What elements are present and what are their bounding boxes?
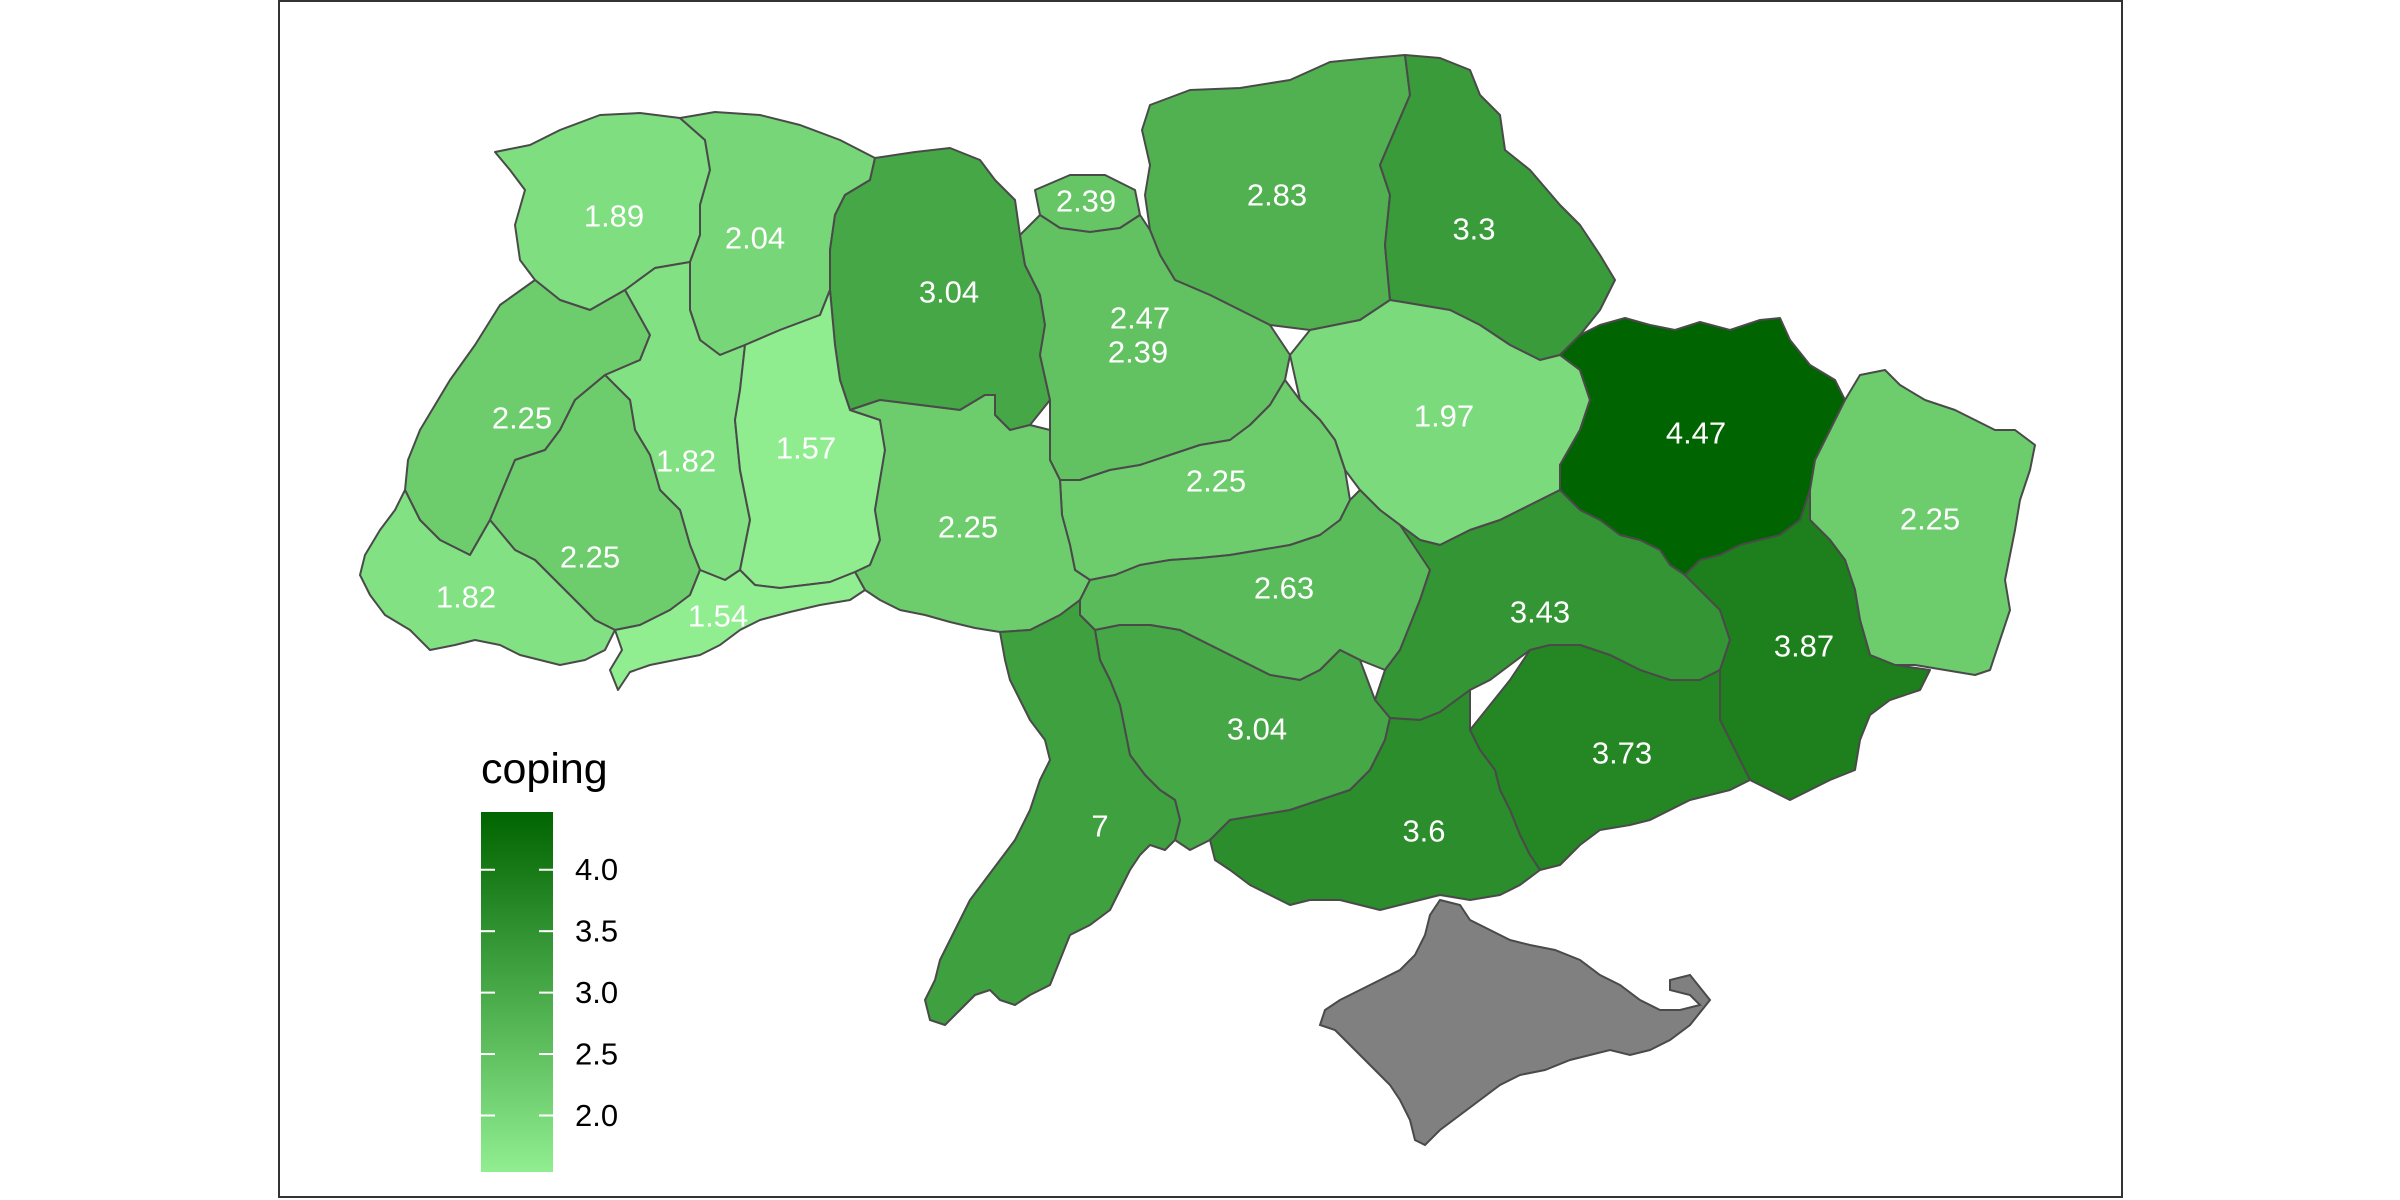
region-crimea — [1318, 898, 1712, 1147]
region-value-label: 1.82 — [436, 580, 496, 615]
legend-tick-label: 2.0 — [575, 1098, 618, 1133]
region-value-label: 1.89 — [584, 199, 644, 234]
region-value-label: 1.82 — [656, 444, 716, 479]
region-zakarpattia — [359, 489, 616, 666]
regions-layer — [359, 54, 2036, 1147]
region-value-label: 7 — [1091, 809, 1108, 844]
region-value-label: 3.3 — [1452, 212, 1495, 247]
region-value-label: 2.25 — [938, 510, 998, 545]
region-value-label: 2.25 — [492, 401, 552, 436]
region-value-label: 2.25 — [560, 540, 620, 575]
region-value-label: 3.43 — [1510, 595, 1570, 630]
region-value-label: 3.6 — [1402, 814, 1445, 849]
region-value-label: 1.57 — [776, 431, 836, 466]
region-value-label: 2.39 — [1108, 335, 1168, 370]
region-chernivtsi — [609, 569, 866, 691]
region-value-label: 3.73 — [1592, 736, 1652, 771]
region-value-label: 2.25 — [1900, 502, 1960, 537]
region-value-label: 3.04 — [1227, 712, 1287, 747]
region-value-label: 2.83 — [1247, 178, 1307, 213]
region-value-label: 2.63 — [1254, 571, 1314, 606]
legend-title: coping — [481, 745, 608, 793]
color-legend: coping 2.0 2.5 3.0 3.5 4.0 — [481, 745, 618, 1172]
region-value-label: 1.54 — [688, 599, 748, 634]
labels-layer: 1.892.043.042.39 2.833.32.472.392.251.82 1… — [436, 178, 1960, 849]
region-value-label: 2.47 — [1110, 301, 1170, 336]
legend-tick-label: 3.5 — [575, 914, 618, 949]
region-value-label: 3.04 — [919, 275, 979, 310]
region-value-label: 4.47 — [1666, 416, 1726, 451]
region-value-label: 2.39 — [1056, 184, 1116, 219]
legend-tick-label: 4.0 — [575, 852, 618, 887]
region-value-label: 1.97 — [1414, 399, 1474, 434]
region-value-label: 2.25 — [1186, 464, 1246, 499]
legend-tick-label: 3.0 — [575, 975, 618, 1010]
region-odesa — [924, 599, 1181, 1026]
region-kherson — [1209, 689, 1541, 911]
legend-tick-label: 2.5 — [575, 1037, 618, 1072]
legend-ticks: 2.0 2.5 3.0 3.5 4.0 — [481, 852, 618, 1133]
region-value-label: 2.04 — [725, 221, 785, 256]
region-value-label: 3.87 — [1774, 629, 1834, 664]
